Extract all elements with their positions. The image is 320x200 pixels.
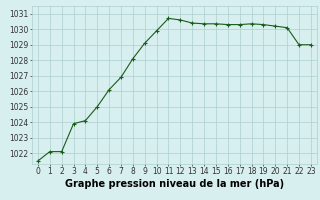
X-axis label: Graphe pression niveau de la mer (hPa): Graphe pression niveau de la mer (hPa) xyxy=(65,179,284,189)
